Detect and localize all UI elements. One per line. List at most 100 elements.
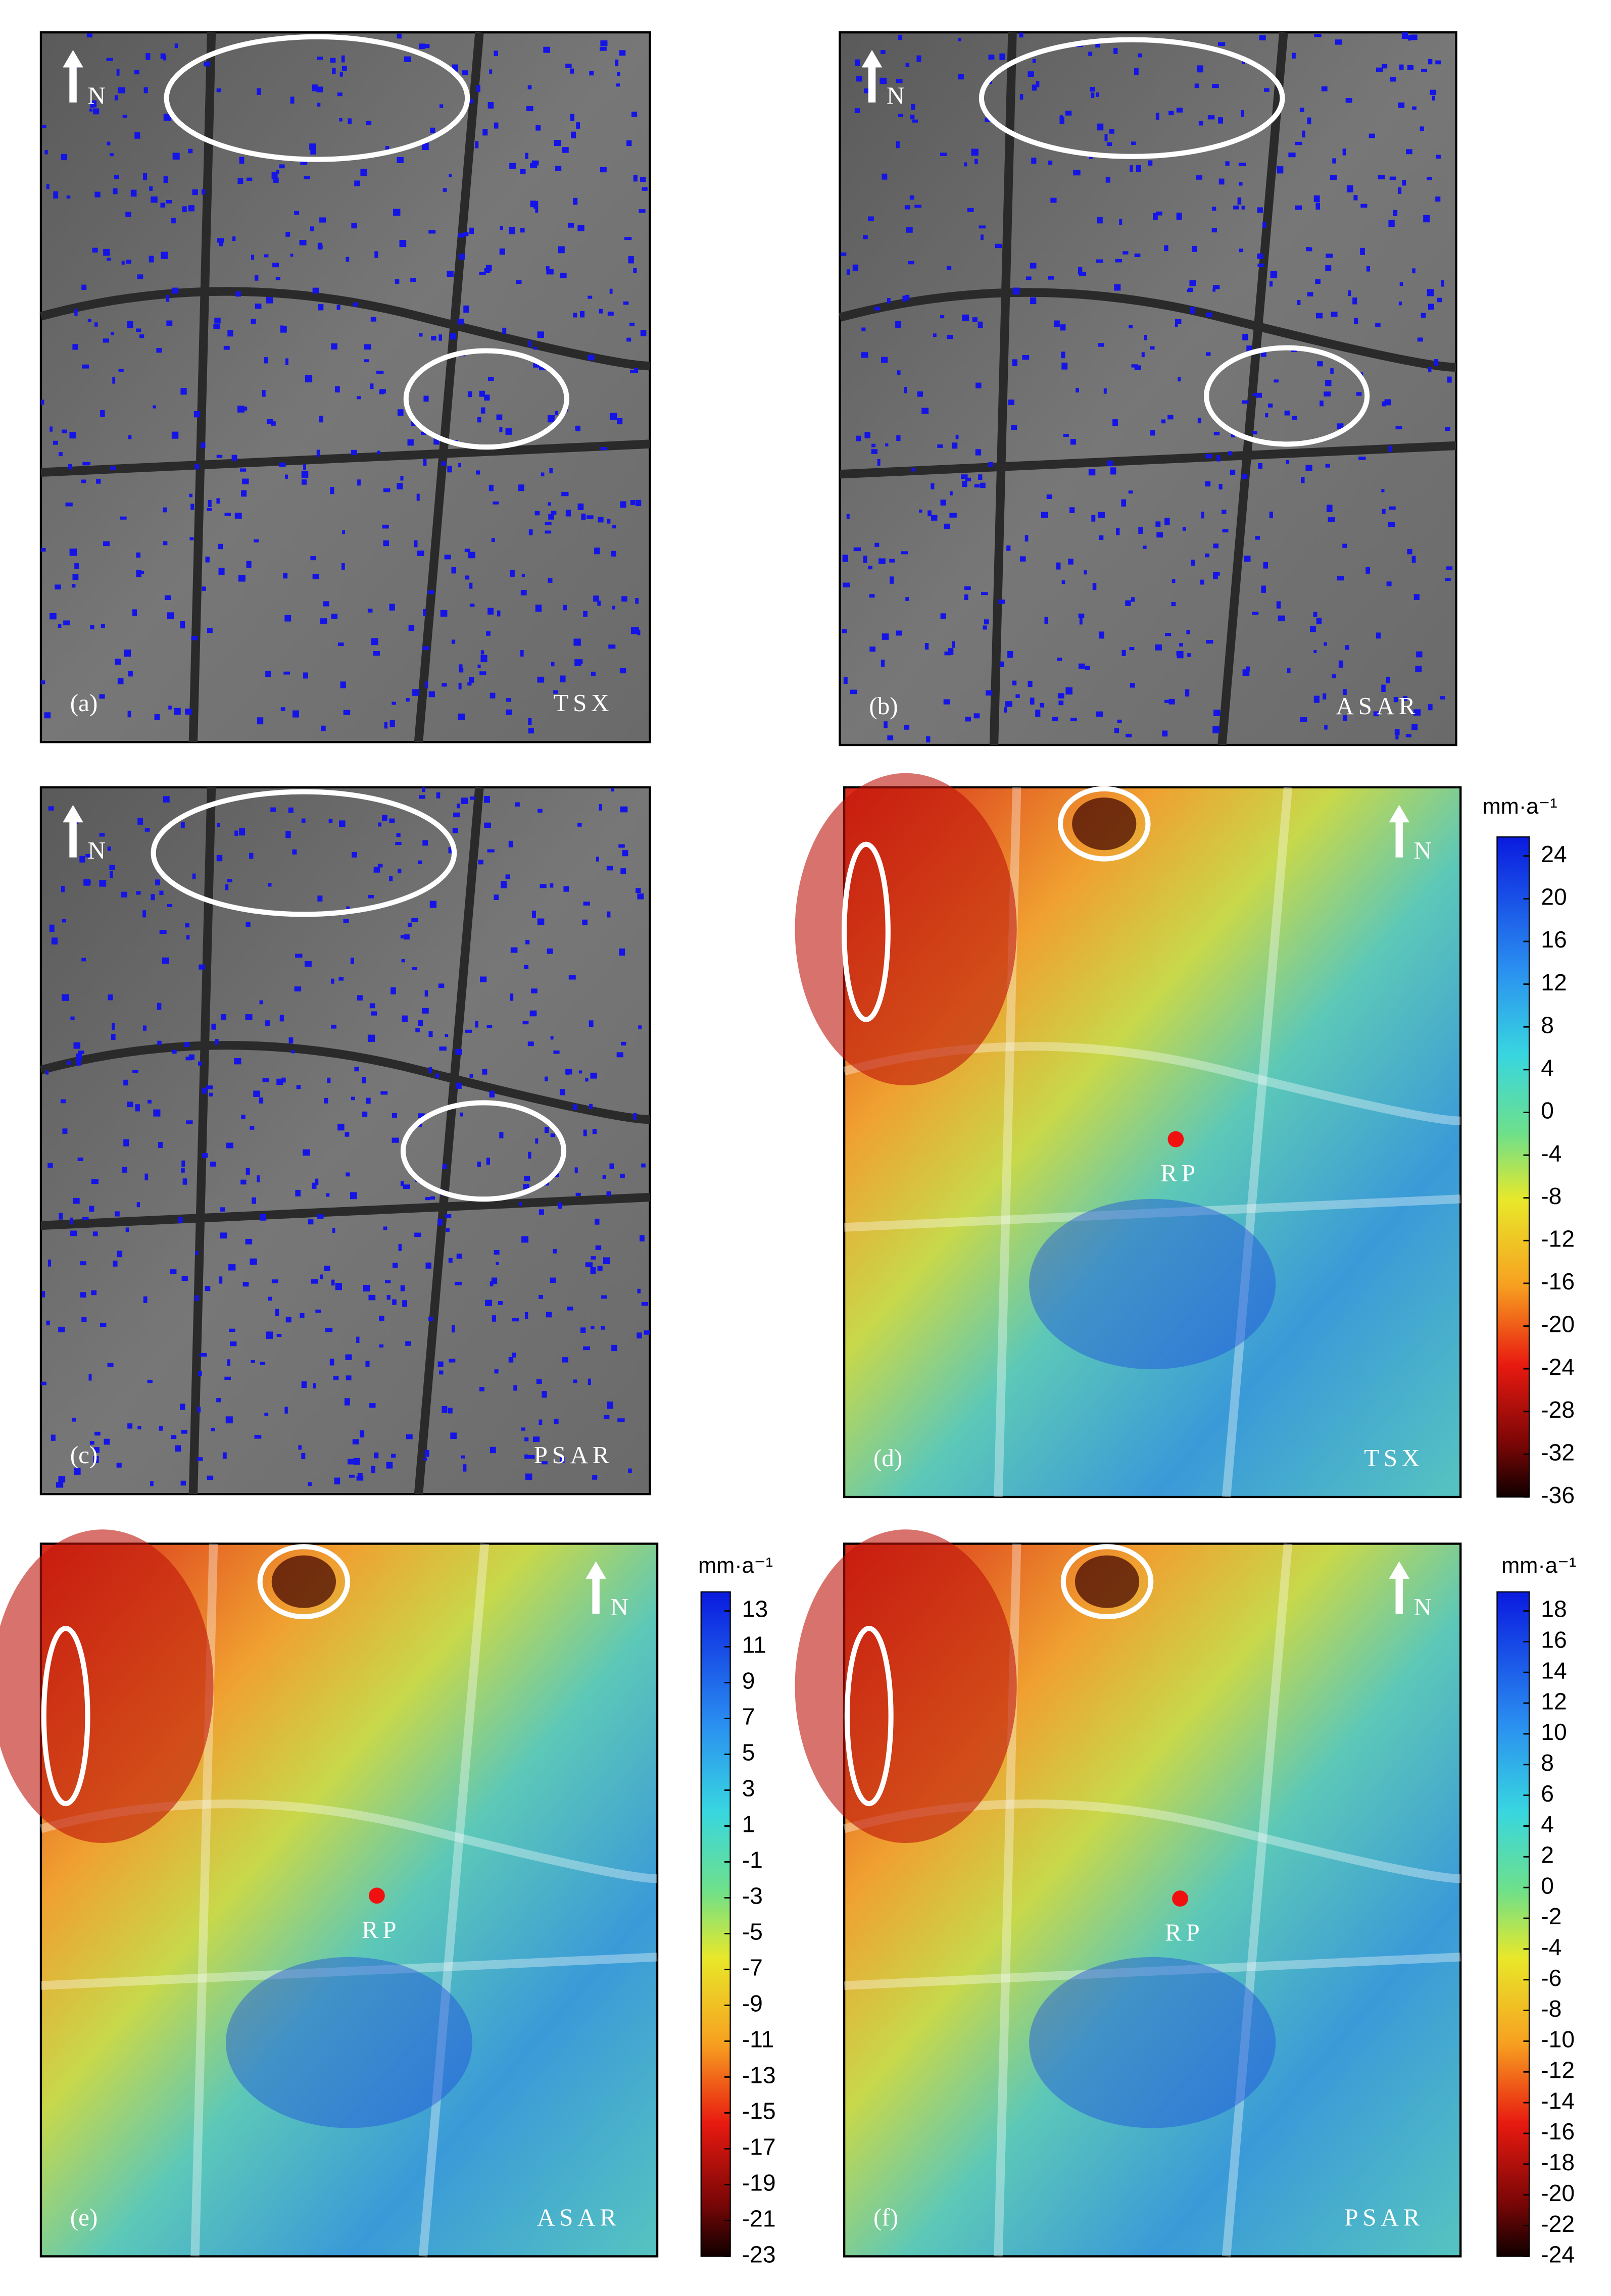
scatterer: [550, 1036, 554, 1040]
scatterer: [332, 1228, 335, 1233]
scatterer: [353, 302, 359, 307]
scatterer: [118, 369, 124, 372]
scatterer: [445, 1034, 449, 1037]
scatterer: [1237, 197, 1242, 205]
scatterer: [628, 1468, 632, 1473]
scatterer: [285, 358, 288, 365]
scatterer: [1288, 153, 1296, 158]
scatterer: [561, 491, 569, 496]
scatterer: [1407, 548, 1412, 555]
scatterer: [1148, 160, 1153, 166]
scatterer: [1324, 391, 1331, 397]
scatterer: [1113, 48, 1118, 54]
scatterer: [125, 1227, 129, 1232]
scatterer: [341, 55, 345, 63]
scatterer: [1164, 518, 1170, 525]
scatterer: [144, 828, 150, 832]
scatterer: [114, 95, 118, 101]
scatterer: [489, 69, 493, 74]
scatterer: [85, 854, 92, 858]
scatterer: [91, 1290, 97, 1295]
scatterer: [909, 195, 914, 200]
scatterer: [924, 643, 929, 650]
north-arrow: [585, 1561, 606, 1614]
scatterer: [554, 1418, 559, 1424]
scatterer: [538, 809, 543, 813]
scatterer: [853, 547, 861, 552]
scatterer: [949, 513, 957, 518]
scatterer: [239, 828, 246, 836]
road: [989, 32, 1017, 745]
scatterer: [1129, 325, 1133, 329]
scatterer: [354, 180, 361, 186]
north-arrow: [1389, 1561, 1410, 1614]
scatterer: [905, 597, 909, 601]
road: [39, 287, 650, 371]
scatterer: [400, 935, 404, 939]
scatterer: [163, 796, 170, 803]
scatterer: [1407, 35, 1411, 41]
scatterer: [1343, 689, 1347, 695]
scatterer: [526, 106, 533, 112]
scatterer: [1331, 312, 1338, 317]
scatterer: [224, 1376, 231, 1380]
scatterer: [571, 131, 576, 138]
scatterer: [635, 598, 639, 604]
scatterer: [157, 1040, 162, 1045]
scatterer: [60, 1099, 66, 1104]
scatterer: [588, 295, 593, 299]
scatterer: [621, 596, 627, 602]
scatterer: [1257, 263, 1264, 267]
colorbar-tick-label: 5: [742, 1739, 755, 1766]
scatterer: [1178, 377, 1181, 382]
scatterer: [456, 1254, 462, 1259]
scatterer: [151, 196, 158, 203]
scatterer: [1332, 158, 1336, 164]
scatterer: [421, 142, 429, 151]
panel-label: (d): [873, 1444, 902, 1472]
scatterer: [271, 421, 276, 426]
scatterer: [548, 502, 551, 506]
scatterer: [216, 498, 220, 504]
scatterer: [600, 40, 608, 46]
scatterer: [520, 589, 527, 595]
scatterer: [1430, 89, 1437, 95]
highlight-ellipse: [151, 789, 457, 917]
colorbar-tick-label: -24: [1541, 1354, 1575, 1380]
scatterer: [163, 507, 167, 513]
scatterer: [334, 386, 340, 393]
scatterer: [560, 675, 566, 683]
colorbar-tick-label: 10: [1541, 1719, 1567, 1745]
scatterer: [1270, 281, 1273, 287]
scatterer: [512, 1318, 519, 1322]
scatterer: [331, 343, 337, 350]
scatterer: [439, 1370, 444, 1375]
reference-point-label: RP: [1165, 1919, 1204, 1946]
scatterer: [553, 690, 558, 694]
scatterer: [1041, 512, 1048, 518]
scatterer: [135, 1104, 140, 1112]
colorbar-tick-label: 4: [1541, 1055, 1554, 1081]
scatterer: [536, 1379, 542, 1384]
scatterer: [275, 277, 280, 281]
scatterer: [906, 227, 913, 233]
scatterer: [539, 1294, 544, 1299]
scatterer: [910, 114, 915, 120]
scatterer: [856, 75, 862, 82]
scatterer: [854, 108, 860, 113]
scatterer: [1353, 195, 1358, 201]
scatterer: [1405, 734, 1411, 737]
scatterer: [110, 871, 113, 878]
scatterer: [224, 513, 231, 516]
scatterer: [207, 628, 213, 633]
scatterer: [573, 313, 577, 318]
scatterer: [365, 1361, 370, 1367]
scatterer: [296, 1085, 301, 1089]
scatterer: [180, 388, 187, 395]
north-label: N: [1414, 836, 1432, 864]
scatterer: [537, 676, 545, 683]
scatterer: [1307, 117, 1311, 125]
scatterer: [1228, 451, 1232, 456]
scatterer: [1428, 367, 1432, 373]
scatterer: [65, 503, 73, 507]
